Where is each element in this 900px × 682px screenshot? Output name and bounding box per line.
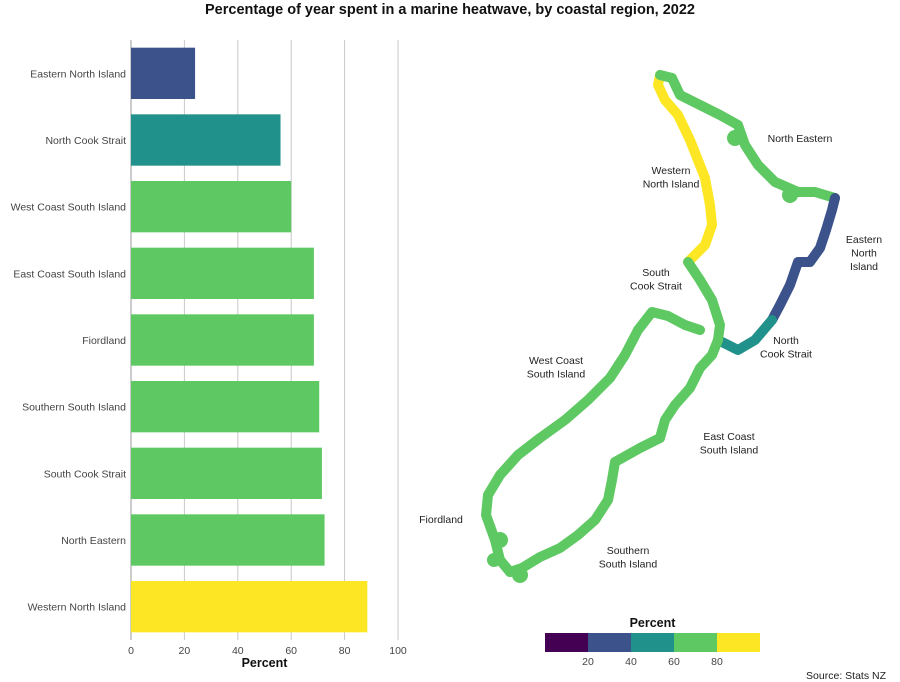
coast-segment xyxy=(590,335,723,525)
region-label: South Island xyxy=(599,559,658,571)
x-tick-label: 40 xyxy=(232,645,244,657)
region-label: Fiordland xyxy=(419,514,463,526)
coast-segment xyxy=(713,315,777,355)
bar-chart: 0 20 40 60 80 100 Eastern North Island North Co… xyxy=(11,40,407,670)
region-label: North Eastern xyxy=(768,133,833,145)
region-label: South Island xyxy=(700,445,759,457)
coast-segment xyxy=(512,567,528,583)
legend-swatch xyxy=(588,633,631,652)
coast-segment xyxy=(653,70,717,267)
region-label: North xyxy=(773,335,799,347)
region-label: North xyxy=(851,248,877,260)
bar xyxy=(131,581,368,633)
legend-swatch xyxy=(631,633,674,652)
coast-segment xyxy=(495,307,705,480)
x-tick-label: 60 xyxy=(285,645,297,657)
region-label: Eastern xyxy=(846,234,882,246)
category-label: West Coast South Island xyxy=(11,202,127,214)
south-island-land xyxy=(486,312,728,572)
source-note: Source: Stats NZ xyxy=(806,670,886,682)
category-label: Fiordland xyxy=(82,335,126,347)
region-label: Cook Strait xyxy=(760,349,812,361)
bar xyxy=(131,381,320,433)
legend-swatch xyxy=(674,633,717,652)
coast-segment xyxy=(492,532,508,548)
coast-segment xyxy=(481,470,515,577)
category-label: South Cook Strait xyxy=(44,468,126,480)
category-label: North Cook Strait xyxy=(45,135,126,147)
region-label: West Coast xyxy=(529,355,583,367)
bar xyxy=(131,447,322,499)
bar xyxy=(131,114,281,166)
category-label: North Eastern xyxy=(61,535,126,547)
legend-swatch xyxy=(717,633,760,652)
coast-segment xyxy=(782,187,798,203)
x-tick-label: 100 xyxy=(389,645,407,657)
category-label: East Coast South Island xyxy=(13,268,126,280)
region-label: North Island xyxy=(643,179,700,191)
category-label: Southern South Island xyxy=(22,402,126,414)
legend-tick-label: 20 xyxy=(582,656,594,668)
category-label: Eastern North Island xyxy=(30,68,126,80)
coast-segment xyxy=(487,553,501,567)
bar xyxy=(131,47,196,99)
category-label: Western North Island xyxy=(28,602,127,614)
legend-tick-label: 80 xyxy=(711,656,723,668)
legend: Percent 20 40 60 80 xyxy=(545,616,760,668)
legend-title: Percent xyxy=(630,616,677,630)
region-label: Southern xyxy=(607,545,650,557)
chart-title: Percentage of year spent in a marine hea… xyxy=(205,2,695,18)
coast-segment xyxy=(683,257,725,345)
bar xyxy=(131,314,314,366)
region-label: South xyxy=(642,267,670,279)
x-tick-label: 0 xyxy=(128,645,134,657)
coast-segments xyxy=(481,70,840,583)
legend-tick-label: 60 xyxy=(668,656,680,668)
region-label: Island xyxy=(850,261,878,273)
x-axis-title: Percent xyxy=(242,656,289,670)
region-label: Western xyxy=(652,165,691,177)
legend-tick-label: 40 xyxy=(625,656,637,668)
coast-segment xyxy=(727,130,743,146)
region-label: Cook Strait xyxy=(630,281,682,293)
region-label: South Island xyxy=(527,369,586,381)
bar xyxy=(131,514,325,566)
coastal-map: North Eastern Western North Island Eastern N… xyxy=(419,70,882,583)
x-tick-label: 80 xyxy=(339,645,351,657)
region-label: East Coast xyxy=(703,431,754,443)
bar xyxy=(131,247,314,299)
x-tick-label: 20 xyxy=(179,645,191,657)
region-labels: North Eastern Western North Island Eastern N… xyxy=(419,133,882,571)
legend-swatch xyxy=(545,633,588,652)
bar xyxy=(131,181,292,233)
north-island-land xyxy=(658,75,835,350)
coast-segment xyxy=(767,193,840,325)
